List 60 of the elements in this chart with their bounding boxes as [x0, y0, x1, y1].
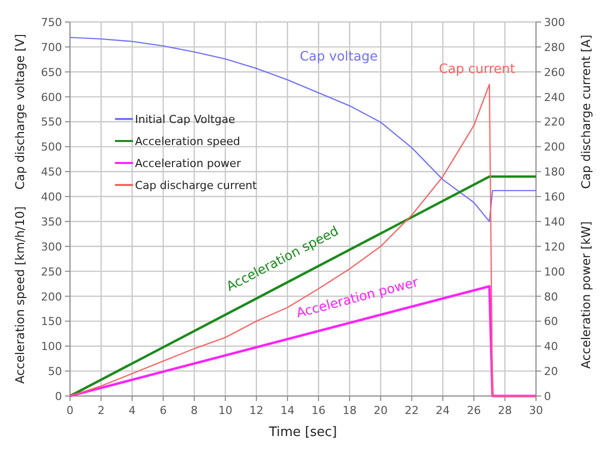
- y-tick-label: 200: [41, 290, 62, 304]
- x-tick-label: 24: [436, 404, 450, 417]
- line-series: [69, 36, 537, 222]
- y2-tick-label: 40: [544, 340, 558, 354]
- x-tick-label: 28: [498, 404, 512, 417]
- annotation: Cap voltage: [300, 49, 378, 64]
- legend-label: Initial Cap Voltgae: [135, 113, 236, 126]
- y2-tick-label: 0: [544, 390, 551, 403]
- y2-tick-label: 280: [544, 40, 565, 54]
- y2-tick-label: 240: [544, 90, 565, 104]
- x-tick-label: 22: [404, 404, 419, 417]
- y-tick-label: 50: [48, 365, 62, 378]
- y2-tick-label: 60: [544, 315, 558, 328]
- y-tick-label: 100: [41, 340, 62, 354]
- y-tick-label: 700: [41, 40, 62, 54]
- text: Acceleration speed [km/h/10]: [13, 206, 27, 384]
- x-tick-label: 10: [218, 404, 232, 417]
- x-tick-label: 16: [312, 404, 326, 417]
- y2-axis-title: Cap discharge current [A]: [579, 34, 593, 189]
- y-tick-label: 150: [41, 315, 62, 328]
- x-tick-label: 0: [66, 404, 74, 417]
- y-axis-title: Cap discharge voltage [V]: [13, 34, 27, 190]
- y-tick-label: 500: [41, 140, 62, 154]
- y-tick-label: 600: [41, 90, 62, 104]
- x-tick-label: 26: [466, 404, 481, 417]
- y-tick-label: 650: [41, 66, 62, 79]
- y-tick-label: 550: [41, 116, 62, 129]
- y-tick-label: 750: [41, 16, 62, 29]
- x-tick-label: 18: [342, 404, 357, 417]
- legend-label: Cap discharge current: [135, 179, 258, 192]
- x-tick-label: 20: [374, 404, 388, 417]
- x-tick-label: 8: [190, 404, 198, 417]
- y2-tick-label: 260: [544, 66, 565, 79]
- y2-tick-label: 140: [544, 215, 565, 228]
- y-tick-label: 0: [55, 390, 62, 403]
- y-tick-label: 450: [41, 166, 62, 179]
- y2-tick-label: 200: [544, 140, 565, 154]
- y2-tick-label: 220: [544, 116, 565, 129]
- x-tick-label: 30: [529, 404, 543, 417]
- y-tick-label: 400: [41, 190, 62, 204]
- x-tick-label: 6: [160, 404, 167, 417]
- text: Acceleration power [kW]: [579, 221, 593, 369]
- y-tick-label: 250: [41, 265, 62, 278]
- legend-label: Acceleration speed: [135, 135, 240, 148]
- x-tick-label: 14: [280, 404, 294, 417]
- x-tick-label: 4: [128, 404, 136, 417]
- y2-tick-label: 300: [544, 16, 565, 29]
- legend-label: Acceleration power: [135, 157, 242, 170]
- y2-tick-label: 100: [544, 265, 565, 278]
- y-tick-label: 300: [41, 240, 62, 254]
- annotation: Cap current: [438, 62, 516, 77]
- y2-tick-label: 180: [544, 166, 565, 179]
- y-tick-label: 350: [41, 215, 62, 228]
- x-tick-label: 12: [249, 404, 264, 417]
- x-axis-title: Time [sec]: [268, 425, 338, 440]
- y2-tick-label: 160: [544, 190, 565, 204]
- x-tick-label: 2: [98, 404, 105, 417]
- y2-tick-label: 80: [544, 290, 558, 304]
- y2-tick-label: 120: [544, 240, 565, 254]
- y2-tick-label: 20: [544, 365, 558, 378]
